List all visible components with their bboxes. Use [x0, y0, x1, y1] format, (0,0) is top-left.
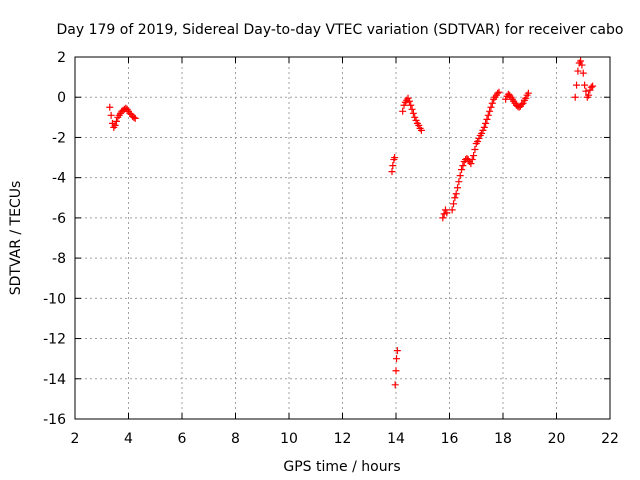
data-point — [577, 57, 585, 65]
data-point — [393, 355, 401, 363]
data-point — [415, 121, 423, 129]
data-point — [458, 166, 466, 174]
data-point — [107, 111, 115, 119]
data-point — [483, 115, 491, 123]
grid-lines — [75, 57, 610, 419]
data-point — [443, 209, 451, 217]
data-point — [408, 105, 416, 113]
data-point — [131, 114, 139, 122]
data-point — [585, 91, 593, 99]
data-point — [475, 134, 483, 142]
data-point — [494, 89, 502, 97]
data-point — [480, 123, 488, 131]
data-point — [409, 109, 417, 117]
x-tick-label: 18 — [494, 431, 512, 447]
data-point — [450, 200, 458, 208]
y-tick-label: -16 — [43, 412, 66, 428]
data-point — [578, 61, 586, 69]
chart-title: Day 179 of 2019, Sidereal Day-to-day VTE… — [57, 22, 624, 38]
data-point — [459, 162, 467, 170]
data-point — [456, 172, 464, 180]
data-point — [441, 206, 449, 214]
data-point — [478, 129, 486, 137]
data-point — [448, 206, 456, 214]
data-point — [455, 178, 463, 186]
y-tick-label: 2 — [57, 50, 66, 66]
y-tick-label: -8 — [52, 251, 66, 267]
x-tick-label: 4 — [124, 431, 133, 447]
y-tick-label: -12 — [43, 332, 66, 348]
data-point — [581, 81, 589, 89]
data-point — [454, 184, 462, 192]
data-point — [391, 381, 399, 389]
data-point — [407, 101, 415, 109]
data-point — [412, 116, 420, 124]
x-tick-label: 10 — [280, 431, 298, 447]
data-points — [106, 57, 597, 389]
data-point — [518, 100, 526, 108]
data-point — [392, 367, 400, 375]
x-tick-label: 14 — [387, 431, 405, 447]
data-point — [130, 113, 138, 121]
data-point — [574, 67, 582, 75]
data-point — [393, 347, 401, 355]
x-tick-label: 20 — [548, 431, 566, 447]
x-axis-label: GPS time / hours — [283, 459, 400, 475]
data-point — [571, 93, 579, 101]
data-point — [388, 168, 396, 176]
data-point — [468, 156, 476, 164]
data-point — [411, 113, 419, 121]
data-point — [484, 111, 492, 119]
data-point — [391, 154, 399, 162]
x-tick-label: 8 — [231, 431, 240, 447]
y-axis-label: SDTVAR / TECUs — [8, 181, 24, 296]
data-point — [522, 94, 530, 102]
y-tick-label: -4 — [52, 171, 66, 187]
data-point — [479, 126, 487, 134]
data-point — [573, 81, 581, 89]
data-point — [112, 117, 120, 125]
data-point — [502, 95, 510, 103]
data-point — [586, 86, 594, 94]
data-point — [519, 99, 527, 107]
data-point — [524, 89, 532, 97]
plot-frame — [74, 56, 611, 420]
y-tick-label: -6 — [52, 211, 66, 227]
x-tick-label: 2 — [71, 431, 80, 447]
x-tick-label: 16 — [441, 431, 459, 447]
data-point — [439, 214, 447, 222]
data-point — [111, 121, 119, 129]
data-point — [467, 160, 475, 168]
data-point — [106, 103, 114, 111]
data-point — [582, 87, 590, 95]
data-point — [482, 119, 490, 127]
data-point — [579, 69, 587, 77]
data-point — [389, 162, 397, 170]
data-point — [417, 126, 425, 134]
data-point — [471, 146, 479, 154]
data-point — [474, 137, 482, 145]
data-point — [488, 99, 496, 107]
data-point — [589, 82, 597, 90]
y-tick-label: -14 — [43, 372, 66, 388]
data-point — [452, 190, 460, 198]
data-point — [399, 107, 407, 115]
data-point — [470, 152, 478, 160]
data-point — [495, 88, 503, 96]
y-tick-label: 0 — [57, 90, 66, 106]
data-point — [486, 107, 494, 115]
data-point — [400, 101, 408, 109]
x-tick-label: 6 — [178, 431, 187, 447]
data-point — [487, 103, 495, 111]
data-point — [587, 83, 595, 91]
data-point — [405, 97, 413, 105]
data-point — [451, 194, 459, 202]
y-tick-label: -2 — [52, 130, 66, 146]
data-point — [404, 94, 412, 102]
x-axis-ticks: 2 4 6 8 10 12 14 16 18 20 22 — [71, 57, 619, 447]
x-tick-label: 12 — [334, 431, 352, 447]
x-tick-label: 22 — [601, 431, 619, 447]
y-tick-label: -10 — [43, 291, 66, 307]
